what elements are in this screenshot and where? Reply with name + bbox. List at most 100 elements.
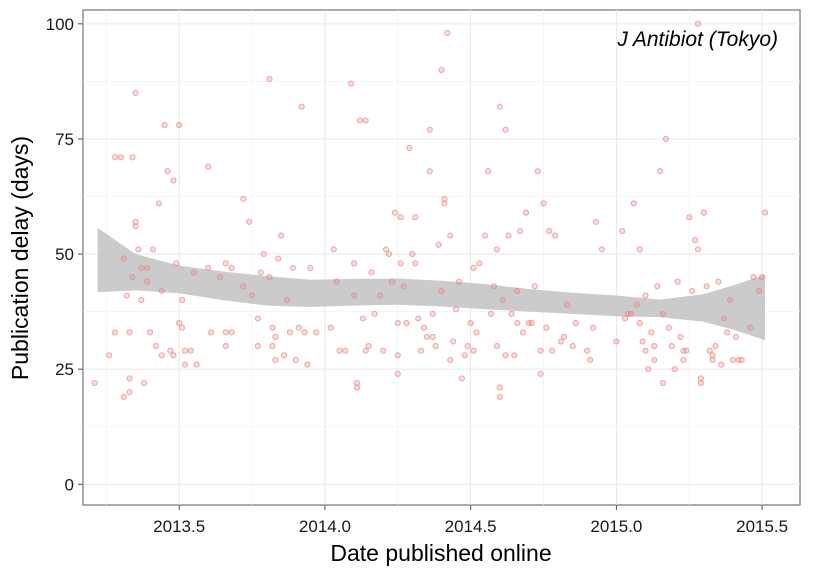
data-point (630, 200, 637, 207)
data-point (689, 287, 696, 294)
data-point (394, 370, 401, 377)
data-point (613, 338, 620, 345)
data-point (674, 278, 681, 285)
data-point (680, 356, 687, 364)
data-point (528, 320, 535, 327)
data-point (266, 274, 273, 281)
x-tick-label: 2015.0 (590, 517, 642, 536)
data-point (627, 310, 635, 317)
data-point (709, 352, 716, 359)
x-axis-title: Date published online (330, 540, 551, 566)
data-point (441, 200, 448, 207)
data-point (724, 329, 731, 336)
data-point (179, 297, 186, 304)
data-point (222, 329, 229, 336)
data-point (692, 237, 699, 244)
data-point (694, 246, 702, 253)
data-point (482, 232, 489, 239)
data-points (91, 20, 769, 400)
data-point (126, 389, 133, 396)
data-point (222, 343, 229, 350)
data-point (254, 315, 261, 322)
data-point (467, 320, 474, 327)
data-point (572, 320, 579, 327)
data-point (307, 264, 314, 271)
data-point (152, 343, 159, 350)
data-point (487, 310, 495, 317)
minor-gridlines (83, 10, 800, 505)
data-point (412, 260, 419, 267)
data-point (146, 329, 154, 336)
data-point (275, 255, 282, 262)
data-point (222, 260, 229, 267)
data-point (365, 343, 372, 350)
data-point (659, 379, 667, 387)
data-point (584, 347, 591, 354)
data-point (453, 306, 460, 313)
data-point (278, 232, 285, 239)
data-point (697, 375, 704, 382)
data-point (394, 320, 401, 327)
data-point (677, 333, 684, 340)
data-point (759, 274, 766, 281)
data-point (248, 292, 256, 299)
data-point (426, 168, 433, 175)
data-point (657, 168, 664, 175)
data-point (636, 320, 643, 327)
data-point (540, 200, 547, 207)
data-point (120, 255, 127, 262)
data-point (520, 329, 527, 336)
data-point (659, 310, 667, 317)
data-point (129, 274, 136, 281)
data-point (394, 352, 401, 359)
data-point (348, 80, 355, 87)
data-point (429, 310, 436, 317)
data-point (179, 324, 186, 331)
data-point (444, 29, 451, 37)
data-point (683, 347, 690, 354)
data-point (514, 320, 521, 327)
data-point (435, 241, 442, 248)
data-point (333, 278, 340, 285)
data-point (397, 260, 404, 267)
data-point (161, 122, 168, 129)
data-point (706, 347, 713, 354)
smooth-confidence-band (97, 227, 766, 341)
y-tick-label: 25 (55, 360, 74, 379)
data-point (106, 352, 113, 359)
data-point (432, 343, 439, 350)
data-point (747, 324, 754, 331)
x-tick-label: 2014.0 (299, 517, 351, 536)
data-point (141, 379, 148, 387)
data-point (438, 287, 445, 294)
y-tick-label: 100 (46, 15, 74, 34)
data-point (642, 347, 649, 354)
data-point (473, 329, 480, 336)
data-point (694, 20, 702, 27)
plot-panel (82, 9, 801, 506)
data-point (383, 246, 390, 253)
data-point (470, 264, 477, 271)
data-point (397, 214, 404, 221)
data-point (470, 347, 477, 354)
data-point (351, 260, 358, 267)
data-point (301, 329, 308, 336)
data-point (112, 154, 119, 161)
data-point (738, 356, 745, 364)
data-point (543, 324, 550, 331)
data-point (132, 223, 139, 230)
data-point (400, 283, 407, 290)
data-point (289, 264, 296, 271)
data-point (502, 126, 509, 133)
data-point (732, 333, 739, 340)
data-point (126, 329, 133, 336)
data-point (353, 384, 361, 391)
data-point (170, 352, 177, 359)
data-point (260, 250, 267, 258)
data-point (622, 315, 629, 322)
data-point (144, 264, 151, 271)
data-point (193, 361, 200, 368)
data-point (712, 343, 719, 350)
data-point (651, 343, 658, 350)
data-point (353, 379, 361, 387)
